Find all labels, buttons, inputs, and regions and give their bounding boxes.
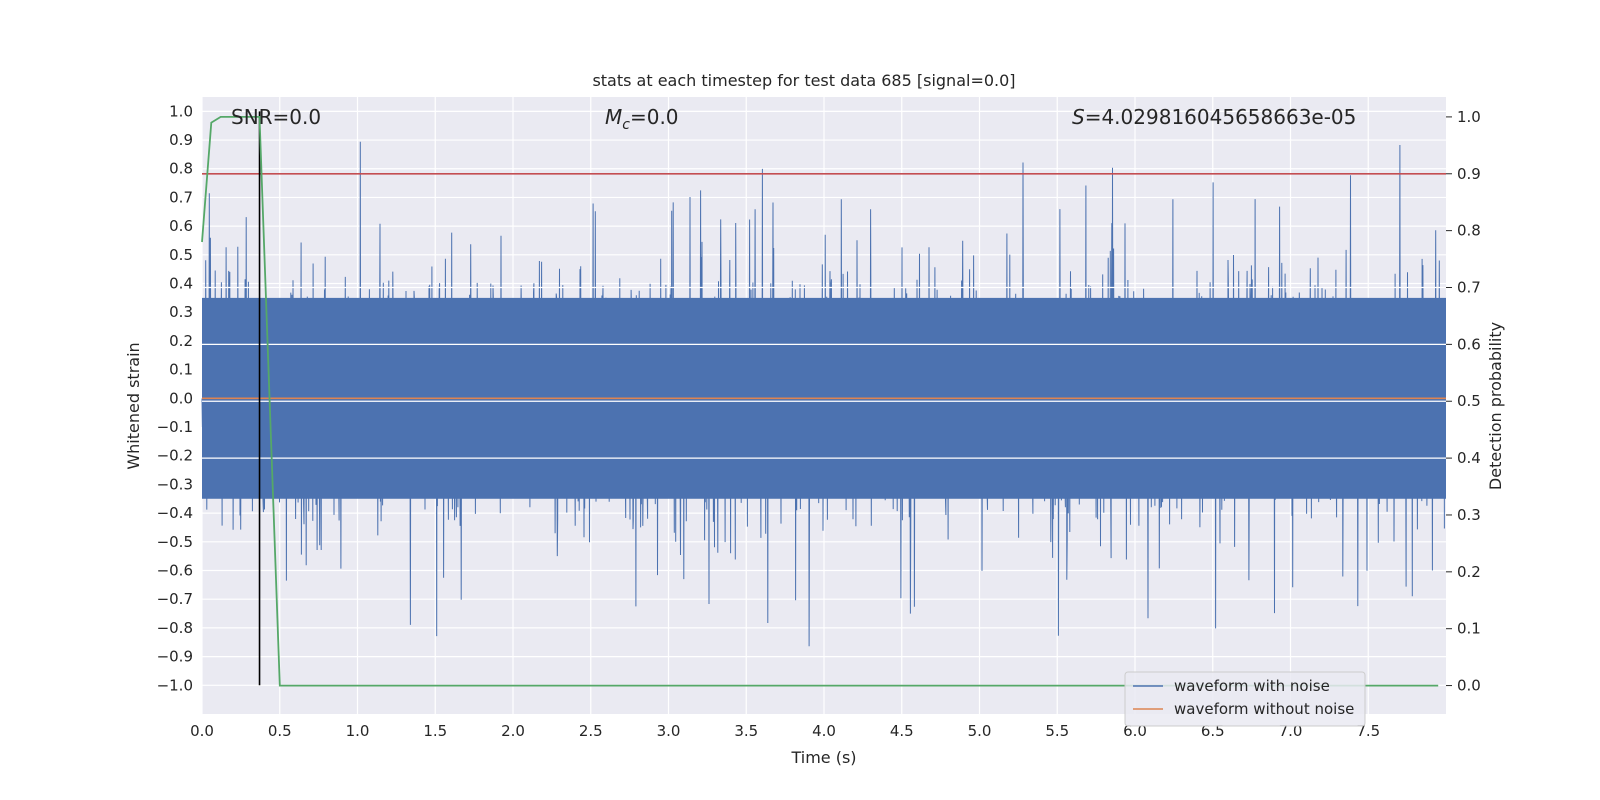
y-right-tick-label: 1.0 <box>1457 108 1481 126</box>
y-left-axis-ticks: 1.0 0.9 0.8 0.7 0.6 0.5 0.4 0.3 0.2 0.1 0.0 −0.1 −0.… <box>157 102 193 694</box>
chirp-mass-subscript: c <box>622 117 630 133</box>
x-tick-label: 2.0 <box>501 722 525 740</box>
y-left-tick-label: −0.2 <box>157 447 193 465</box>
y-left-tick-label: −0.8 <box>157 619 193 637</box>
y-right-tick-label: 0.7 <box>1457 279 1481 297</box>
x-axis-label: Time (s) <box>790 748 856 767</box>
y-right-tick-label: 0.5 <box>1457 392 1481 410</box>
chirp-mass-symbol: M <box>605 105 622 129</box>
x-tick-label: 4.0 <box>812 722 836 740</box>
y-left-tick-label: 0.2 <box>169 332 193 350</box>
y-left-tick-label: 0.1 <box>169 361 193 379</box>
x-tick-label: 2.5 <box>579 722 603 740</box>
x-tick-label: 3.5 <box>734 722 758 740</box>
y-left-axis-label: Whitened strain <box>124 342 143 469</box>
x-tick-label: 0.0 <box>190 722 214 740</box>
legend: waveform with noise waveform without noi… <box>1124 671 1366 727</box>
overlays <box>201 111 1446 687</box>
legend-label-clean: waveform without noise <box>1174 700 1354 718</box>
y-right-tick-label: 0.3 <box>1457 506 1481 524</box>
y-left-tick-label: −0.9 <box>157 648 193 666</box>
y-left-tick-label: 0.5 <box>169 246 193 264</box>
y-right-tick-label: 0.0 <box>1457 677 1481 695</box>
y-right-tick-label: 0.2 <box>1457 563 1481 581</box>
y-right-axis-ticks: 1.0 0.9 0.8 0.7 0.6 0.5 0.4 0.3 0.2 0.1 0.0 <box>1446 108 1481 695</box>
x-tick-label: 3.0 <box>657 722 681 740</box>
y-left-tick-label: 0.7 <box>169 188 193 206</box>
y-left-tick-label: 0.9 <box>169 131 193 149</box>
y-left-tick-label: 1.0 <box>169 102 193 120</box>
s-annotation: S=4.029816045658663e-05 <box>1072 105 1356 129</box>
y-left-tick-label: 0.8 <box>169 160 193 178</box>
snr-annotation: SNR=0.0 <box>231 105 321 129</box>
s-symbol: S <box>1072 105 1085 129</box>
x-tick-label: 0.5 <box>268 722 292 740</box>
x-tick-label: 5.5 <box>1045 722 1069 740</box>
y-right-tick-label: 0.9 <box>1457 165 1481 183</box>
y-left-tick-label: −1.0 <box>157 676 193 694</box>
y-right-axis-label: Detection probability <box>1486 322 1505 490</box>
detection-probability-line <box>201 116 1439 687</box>
y-left-tick-label: −0.5 <box>157 533 193 551</box>
x-tick-label: 1.0 <box>346 722 370 740</box>
legend-box <box>1124 671 1366 727</box>
x-tick-label: 1.5 <box>423 722 447 740</box>
y-left-tick-label: −0.1 <box>157 418 193 436</box>
x-tick-label: 7.5 <box>1356 722 1380 740</box>
y-left-tick-label: −0.6 <box>157 562 193 580</box>
y-left-tick-label: −0.3 <box>157 475 193 493</box>
y-left-tick-label: 0.6 <box>169 217 193 235</box>
y-left-tick-label: 0.3 <box>169 303 193 321</box>
y-right-tick-label: 0.1 <box>1457 620 1481 638</box>
y-right-tick-label: 0.8 <box>1457 222 1481 240</box>
legend-label-noise: waveform with noise <box>1174 677 1330 695</box>
y-right-tick-label: 0.6 <box>1457 335 1481 353</box>
y-left-tick-label: −0.7 <box>157 590 193 608</box>
chirp-mass-value: =0.0 <box>630 105 679 129</box>
chart-title: stats at each timestep for test data 685… <box>592 71 1015 90</box>
s-value: =4.029816045658663e-05 <box>1085 105 1357 129</box>
y-right-tick-label: 0.4 <box>1457 449 1481 467</box>
y-left-tick-label: −0.4 <box>157 504 193 522</box>
chirp-mass-annotation: Mc=0.0 <box>605 105 679 133</box>
y-left-tick-label: 0.4 <box>169 275 193 293</box>
x-tick-label: 5.0 <box>968 722 992 740</box>
x-tick-label: 4.5 <box>890 722 914 740</box>
y-left-tick-label: 0.0 <box>169 389 193 407</box>
